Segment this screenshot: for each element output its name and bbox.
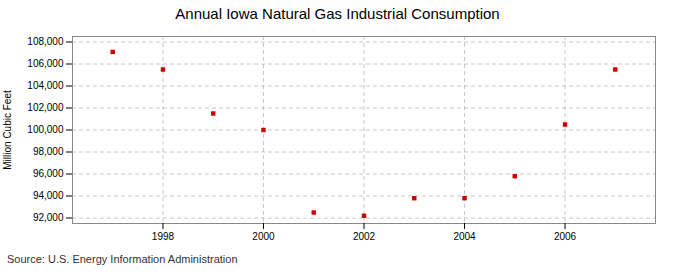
html-text:Annual Iowa Natural Gas Indust: Annual Iowa Natural Gas Industrial Consu… [175,5,500,22]
svg-text:98,000: 98,000 [33,146,64,157]
svg-text:106,000: 106,000 [27,58,64,69]
svg-text:102,000: 102,000 [27,102,64,113]
svg-text:Million Cubic Feet: Million Cubic Feet [2,90,13,170]
svg-text:2004: 2004 [453,231,476,242]
svg-text:108,000: 108,000 [27,36,64,47]
svg-text:92,000: 92,000 [33,212,64,223]
svg-text:2006: 2006 [554,231,577,242]
svg-text:104,000: 104,000 [27,80,64,91]
svg-text:2000: 2000 [252,231,275,242]
svg-text:2002: 2002 [353,231,376,242]
svg-text:94,000: 94,000 [33,190,64,201]
svg-text:1998: 1998 [152,231,175,242]
svg-text:96,000: 96,000 [33,168,64,179]
html-text:Source: U.S. Energy Informatio: Source: U.S. Energy Information Administ… [7,253,238,265]
svg-text:100,000: 100,000 [27,124,64,135]
